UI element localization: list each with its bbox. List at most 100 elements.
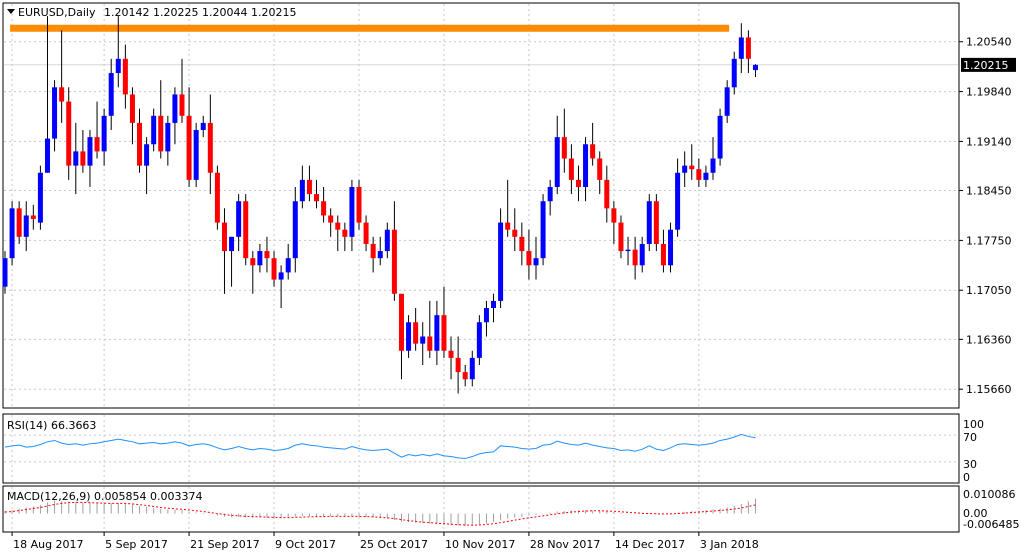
candle-body (547, 186, 553, 202)
macd-label: MACD(12,26,9) 0.005854 0.003374 (7, 490, 203, 503)
candle (122, 44, 128, 109)
candle-body (682, 165, 688, 173)
candle (406, 315, 412, 358)
candle-body (738, 37, 744, 59)
candle-body (23, 215, 29, 237)
current-price-tag: 1.20215 (961, 57, 1016, 72)
candle-body (370, 243, 376, 259)
candle-body (59, 87, 65, 102)
candle (2, 251, 8, 294)
candle-body (66, 101, 72, 166)
candle (632, 236, 638, 280)
candle (391, 201, 397, 301)
candle (675, 158, 681, 237)
candle-body (271, 258, 277, 280)
candle-body (328, 215, 334, 223)
symbol-timeframe: EURUSD,Daily (18, 6, 96, 19)
candle (377, 236, 383, 266)
candle (328, 208, 334, 237)
candle-body (243, 201, 249, 259)
candle-body (335, 222, 341, 230)
candle (660, 229, 666, 273)
candle (420, 322, 426, 365)
rsi-level-0: 0 (963, 471, 970, 484)
candle-body (80, 151, 86, 166)
candle (59, 30, 65, 123)
candle-body (611, 208, 617, 223)
candle-body (710, 158, 716, 173)
candle (689, 144, 695, 180)
candle-body (469, 357, 475, 380)
candle-body (575, 179, 581, 187)
date-tick-label: 14 Dec 2017 (615, 538, 685, 551)
candle (94, 101, 100, 159)
candle-body (207, 122, 213, 173)
candle (193, 122, 199, 187)
candle-body (137, 122, 143, 166)
candle-body (214, 172, 220, 223)
candle (682, 151, 688, 187)
candle-body (533, 258, 539, 266)
candle (696, 158, 702, 187)
candle (207, 94, 213, 195)
candle (236, 194, 242, 252)
candle-body (264, 251, 270, 259)
candle-body (675, 172, 681, 230)
candle (398, 293, 404, 380)
candle-body (639, 243, 645, 266)
price-axis: 1.20540 1.19840 1.19140 1.18450 1.17750 1.170… (959, 36, 1012, 396)
candle (306, 165, 312, 202)
candle (526, 229, 532, 280)
candle-body (462, 372, 468, 380)
candle (221, 208, 227, 294)
date-tick-label: 28 Nov 2017 (530, 538, 600, 551)
candle (427, 300, 433, 358)
price-tick-label: 1.16360 (966, 333, 1012, 346)
candle-body (108, 73, 114, 116)
candle-body (236, 201, 242, 237)
candle-body (491, 300, 497, 309)
collapse-arrow-icon[interactable] (7, 9, 15, 14)
candle-body (356, 186, 362, 223)
candle (583, 137, 589, 202)
candle (165, 115, 171, 166)
candle (455, 336, 461, 394)
candle-body (200, 122, 206, 131)
candle (80, 130, 86, 173)
macd-axis-bottom: -0.006485 (963, 518, 1019, 531)
candle (299, 165, 305, 209)
candle (9, 201, 15, 266)
price-tick-label: 1.18450 (966, 185, 1012, 198)
candle (653, 194, 659, 252)
candle (335, 215, 341, 252)
candle-body (717, 115, 723, 159)
candle (314, 179, 320, 209)
candle (73, 122, 79, 195)
date-tick-label: 21 Sep 2017 (190, 538, 260, 551)
candle-body (660, 243, 666, 266)
candle-body (306, 179, 312, 195)
candle (179, 58, 185, 123)
candle (568, 144, 574, 195)
candle-body (441, 315, 447, 351)
candle-body (165, 122, 171, 152)
candle-body (377, 251, 383, 259)
candle-body (73, 151, 79, 166)
macd-axis-zero: 0.00 (963, 507, 988, 520)
candle-body (689, 165, 695, 170)
candle (158, 80, 164, 159)
candle-body (115, 58, 121, 74)
candle-body (519, 236, 525, 252)
candle-body (193, 130, 199, 180)
candle (483, 300, 489, 337)
candle-body (597, 158, 603, 180)
candle (278, 265, 284, 309)
rsi-line (4, 433, 756, 460)
candle-body (590, 144, 596, 159)
date-tick-label: 10 Nov 2017 (445, 538, 515, 551)
candle-body (476, 322, 482, 358)
candle (604, 165, 610, 223)
candle (491, 293, 497, 323)
candle-body (413, 322, 419, 344)
